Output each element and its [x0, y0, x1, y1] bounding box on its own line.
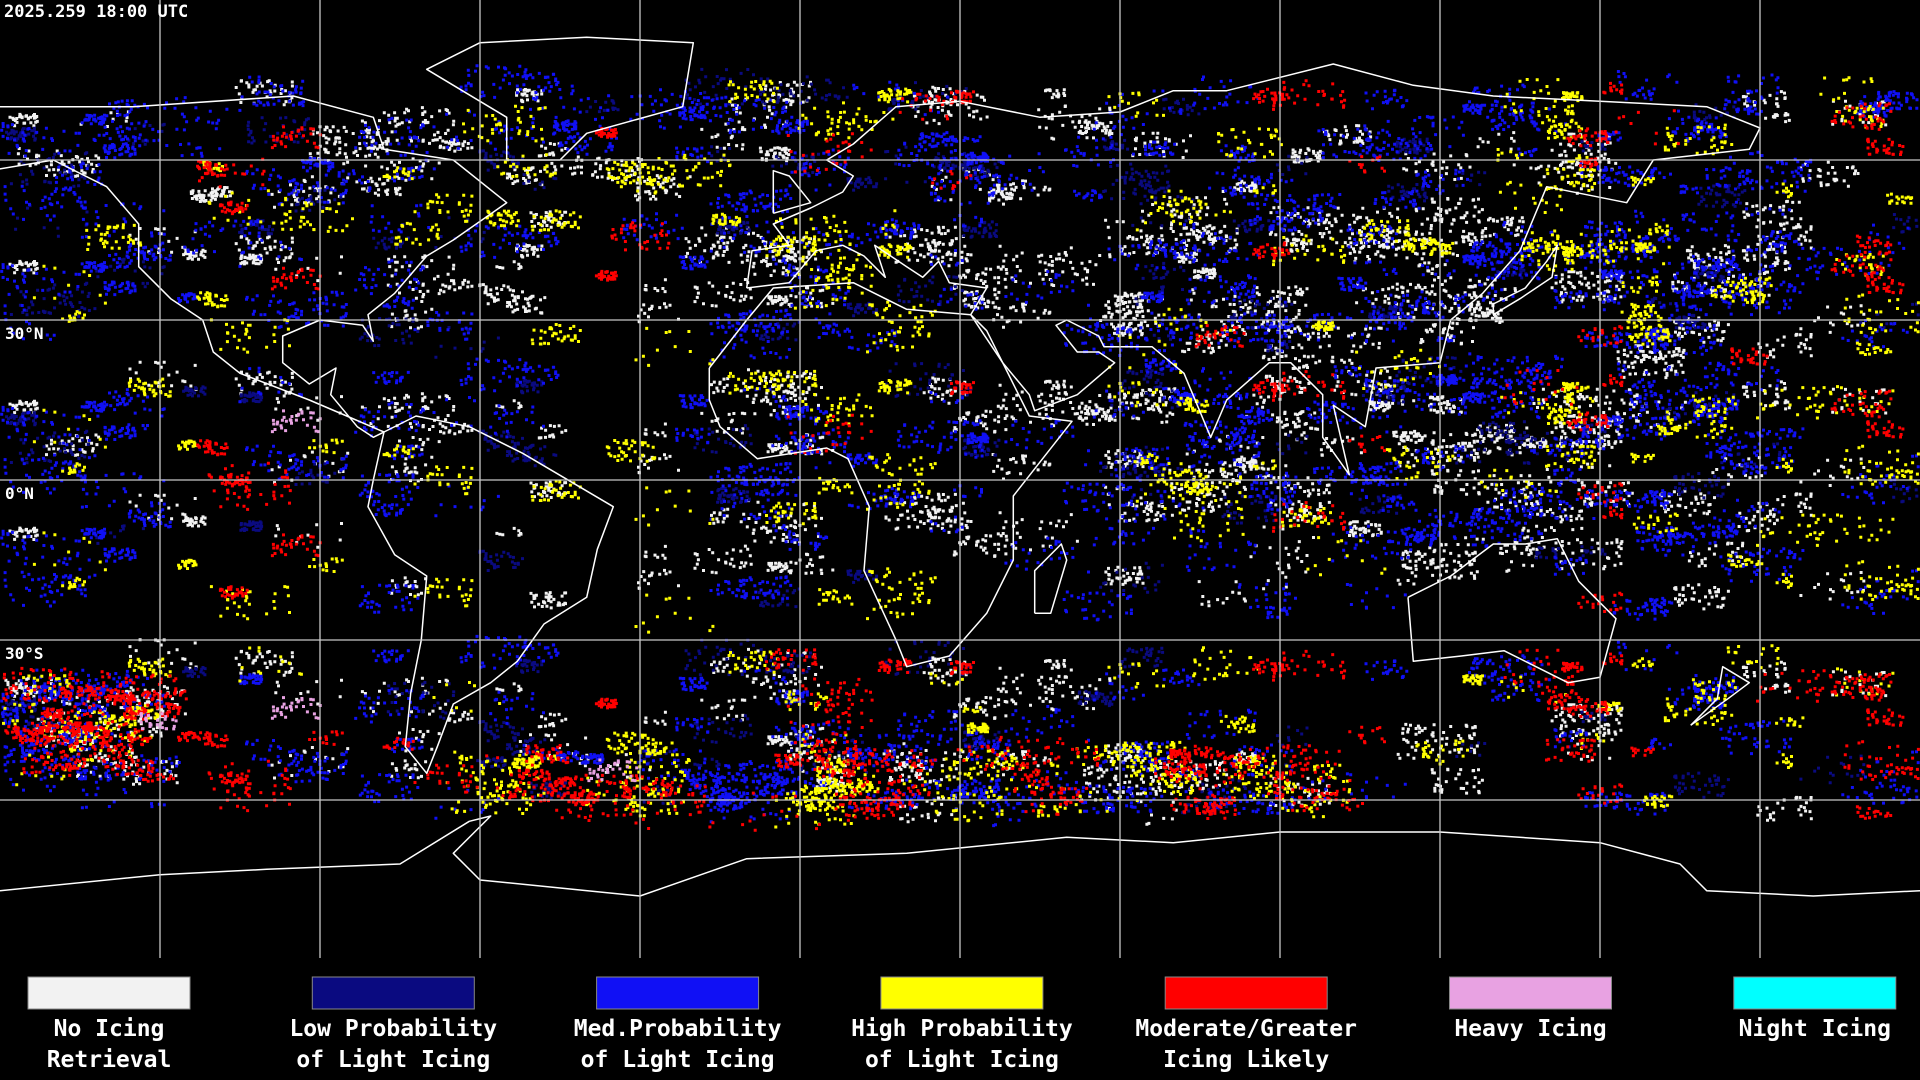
legend-label: Icing Likely: [1163, 1047, 1329, 1073]
legend-label: Med.Probability: [574, 1016, 782, 1042]
legend-label: of Light Icing: [581, 1047, 775, 1073]
coastline: [1690, 665, 1751, 726]
coastline: [745, 63, 1761, 476]
coastline: [1033, 543, 1068, 615]
legend: No Icing Retrieval Low Probability of Light…: [27, 976, 1897, 1073]
coastline: [1492, 244, 1559, 316]
legend-label: High Probability: [851, 1016, 1073, 1042]
icing-pixels: [2, 76, 1920, 829]
latitude-label: 0°N: [5, 484, 34, 503]
legend-label: Heavy Icing: [1454, 1016, 1606, 1042]
coastline: [1407, 537, 1617, 684]
timestamp: 2025.259 18:00 UTC: [4, 2, 188, 22]
coastline: [367, 415, 615, 775]
coastline: [0, 815, 1920, 897]
legend-swatch: [1733, 976, 1897, 1010]
coastline: [0, 95, 508, 439]
legend-label: Low Probability: [289, 1016, 497, 1042]
latitude-label: 30°S: [5, 644, 44, 663]
legend-swatch: [880, 976, 1044, 1010]
legend-label: of Light Icing: [296, 1047, 490, 1073]
legend-label: Night Icing: [1739, 1016, 1891, 1042]
graticule: [0, 0, 1920, 958]
coastline: [772, 169, 812, 215]
coastline: [708, 281, 1073, 668]
latitude-labels: 30°N 0°N 30°S: [5, 324, 44, 663]
legend-swatch: [1164, 976, 1328, 1010]
legend-swatch: [596, 976, 760, 1010]
latitude-label: 30°N: [5, 324, 44, 343]
legend-label: Moderate/Greater: [1135, 1016, 1357, 1042]
legend-swatch: [311, 976, 475, 1010]
coastlines: [0, 36, 1920, 897]
legend-swatch: [1449, 976, 1612, 1010]
legend-label: of Light Icing: [865, 1047, 1059, 1073]
legend-swatch: [27, 976, 191, 1010]
legend-label: No Icing: [54, 1016, 165, 1042]
legend-label: Retrieval: [47, 1047, 172, 1073]
